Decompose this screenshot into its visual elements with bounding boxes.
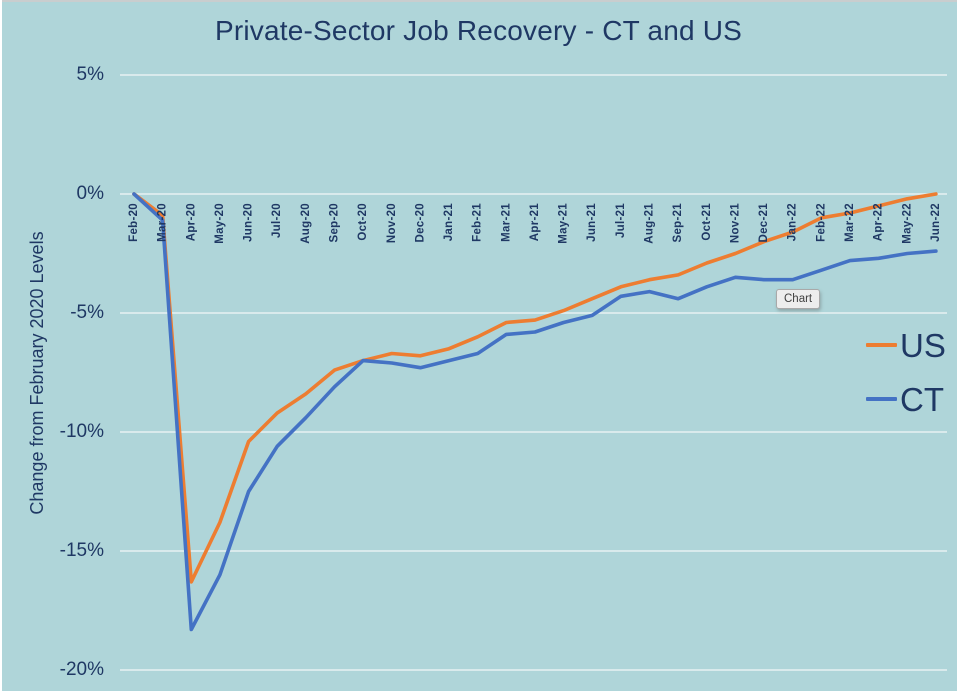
x-tick-label: May-20 xyxy=(214,203,226,244)
x-tick-label: Mar-21 xyxy=(500,203,512,242)
x-tick-label: Apr-22 xyxy=(873,203,885,241)
x-tick-label: Feb-22 xyxy=(815,203,827,242)
legend-item-us[interactable]: US xyxy=(866,318,946,372)
legend-item-ct[interactable]: CT xyxy=(866,372,946,426)
legend-label-us: US xyxy=(900,326,946,364)
ct-series-line[interactable] xyxy=(132,192,938,632)
x-tick-label: Jun-22 xyxy=(930,203,942,242)
x-tick-label: Feb-20 xyxy=(128,203,140,242)
x-tick-label: Mar-22 xyxy=(844,203,856,242)
x-tick-label: Apr-20 xyxy=(185,203,197,241)
y-tick-label: -20% xyxy=(59,659,104,680)
x-tick-label: Jun-21 xyxy=(586,203,598,242)
x-tick-label: Jun-20 xyxy=(243,203,255,242)
chart-tooltip: Chart xyxy=(776,289,821,309)
x-tick-label: Jan-21 xyxy=(443,203,455,242)
chart-title: Private-Sector Job Recovery - CT and US xyxy=(214,15,743,46)
us-line-swatch-icon xyxy=(866,343,897,347)
x-tick-label: Aug-21 xyxy=(644,203,656,244)
legend: US CT xyxy=(866,318,946,426)
x-tick-label: Dec-20 xyxy=(414,203,426,243)
x-tick-label: Sep-20 xyxy=(328,203,340,243)
x-tick-label: May-21 xyxy=(558,203,570,244)
x-tick-label: Apr-21 xyxy=(529,203,541,242)
y-axis-title: Change from February 2020 Levels xyxy=(27,231,47,515)
chart-tooltip-text: Chart xyxy=(784,293,813,305)
x-tick-label: Dec-21 xyxy=(758,203,770,243)
x-tick-label: Jan-22 xyxy=(787,203,799,241)
us-series-line[interactable] xyxy=(132,192,938,584)
x-tick-label: Oct-21 xyxy=(701,203,713,241)
x-tick-label: Nov-21 xyxy=(729,203,741,243)
y-tick-label: 0% xyxy=(76,183,104,204)
y-tick-label: -5% xyxy=(70,302,104,323)
x-tick-label: Jul-20 xyxy=(271,203,283,238)
x-tick-label: Sep-21 xyxy=(672,203,684,243)
y-tick-label: -10% xyxy=(59,421,104,442)
legend-label-ct: CT xyxy=(900,380,944,418)
x-tick-label: Nov-20 xyxy=(386,203,398,243)
y-tick-label: -15% xyxy=(59,540,104,561)
x-tick-label: Oct-20 xyxy=(357,203,369,241)
y-tick-label: 5% xyxy=(76,64,104,85)
x-tick-label: Feb-21 xyxy=(472,203,484,242)
ct-line-swatch-icon xyxy=(866,397,897,401)
x-tick-label: Mar-20 xyxy=(157,203,169,242)
x-tick-label: Jul-21 xyxy=(615,203,627,238)
x-tick-label: May-22 xyxy=(901,203,913,244)
x-tick-label: Aug-20 xyxy=(300,203,312,244)
